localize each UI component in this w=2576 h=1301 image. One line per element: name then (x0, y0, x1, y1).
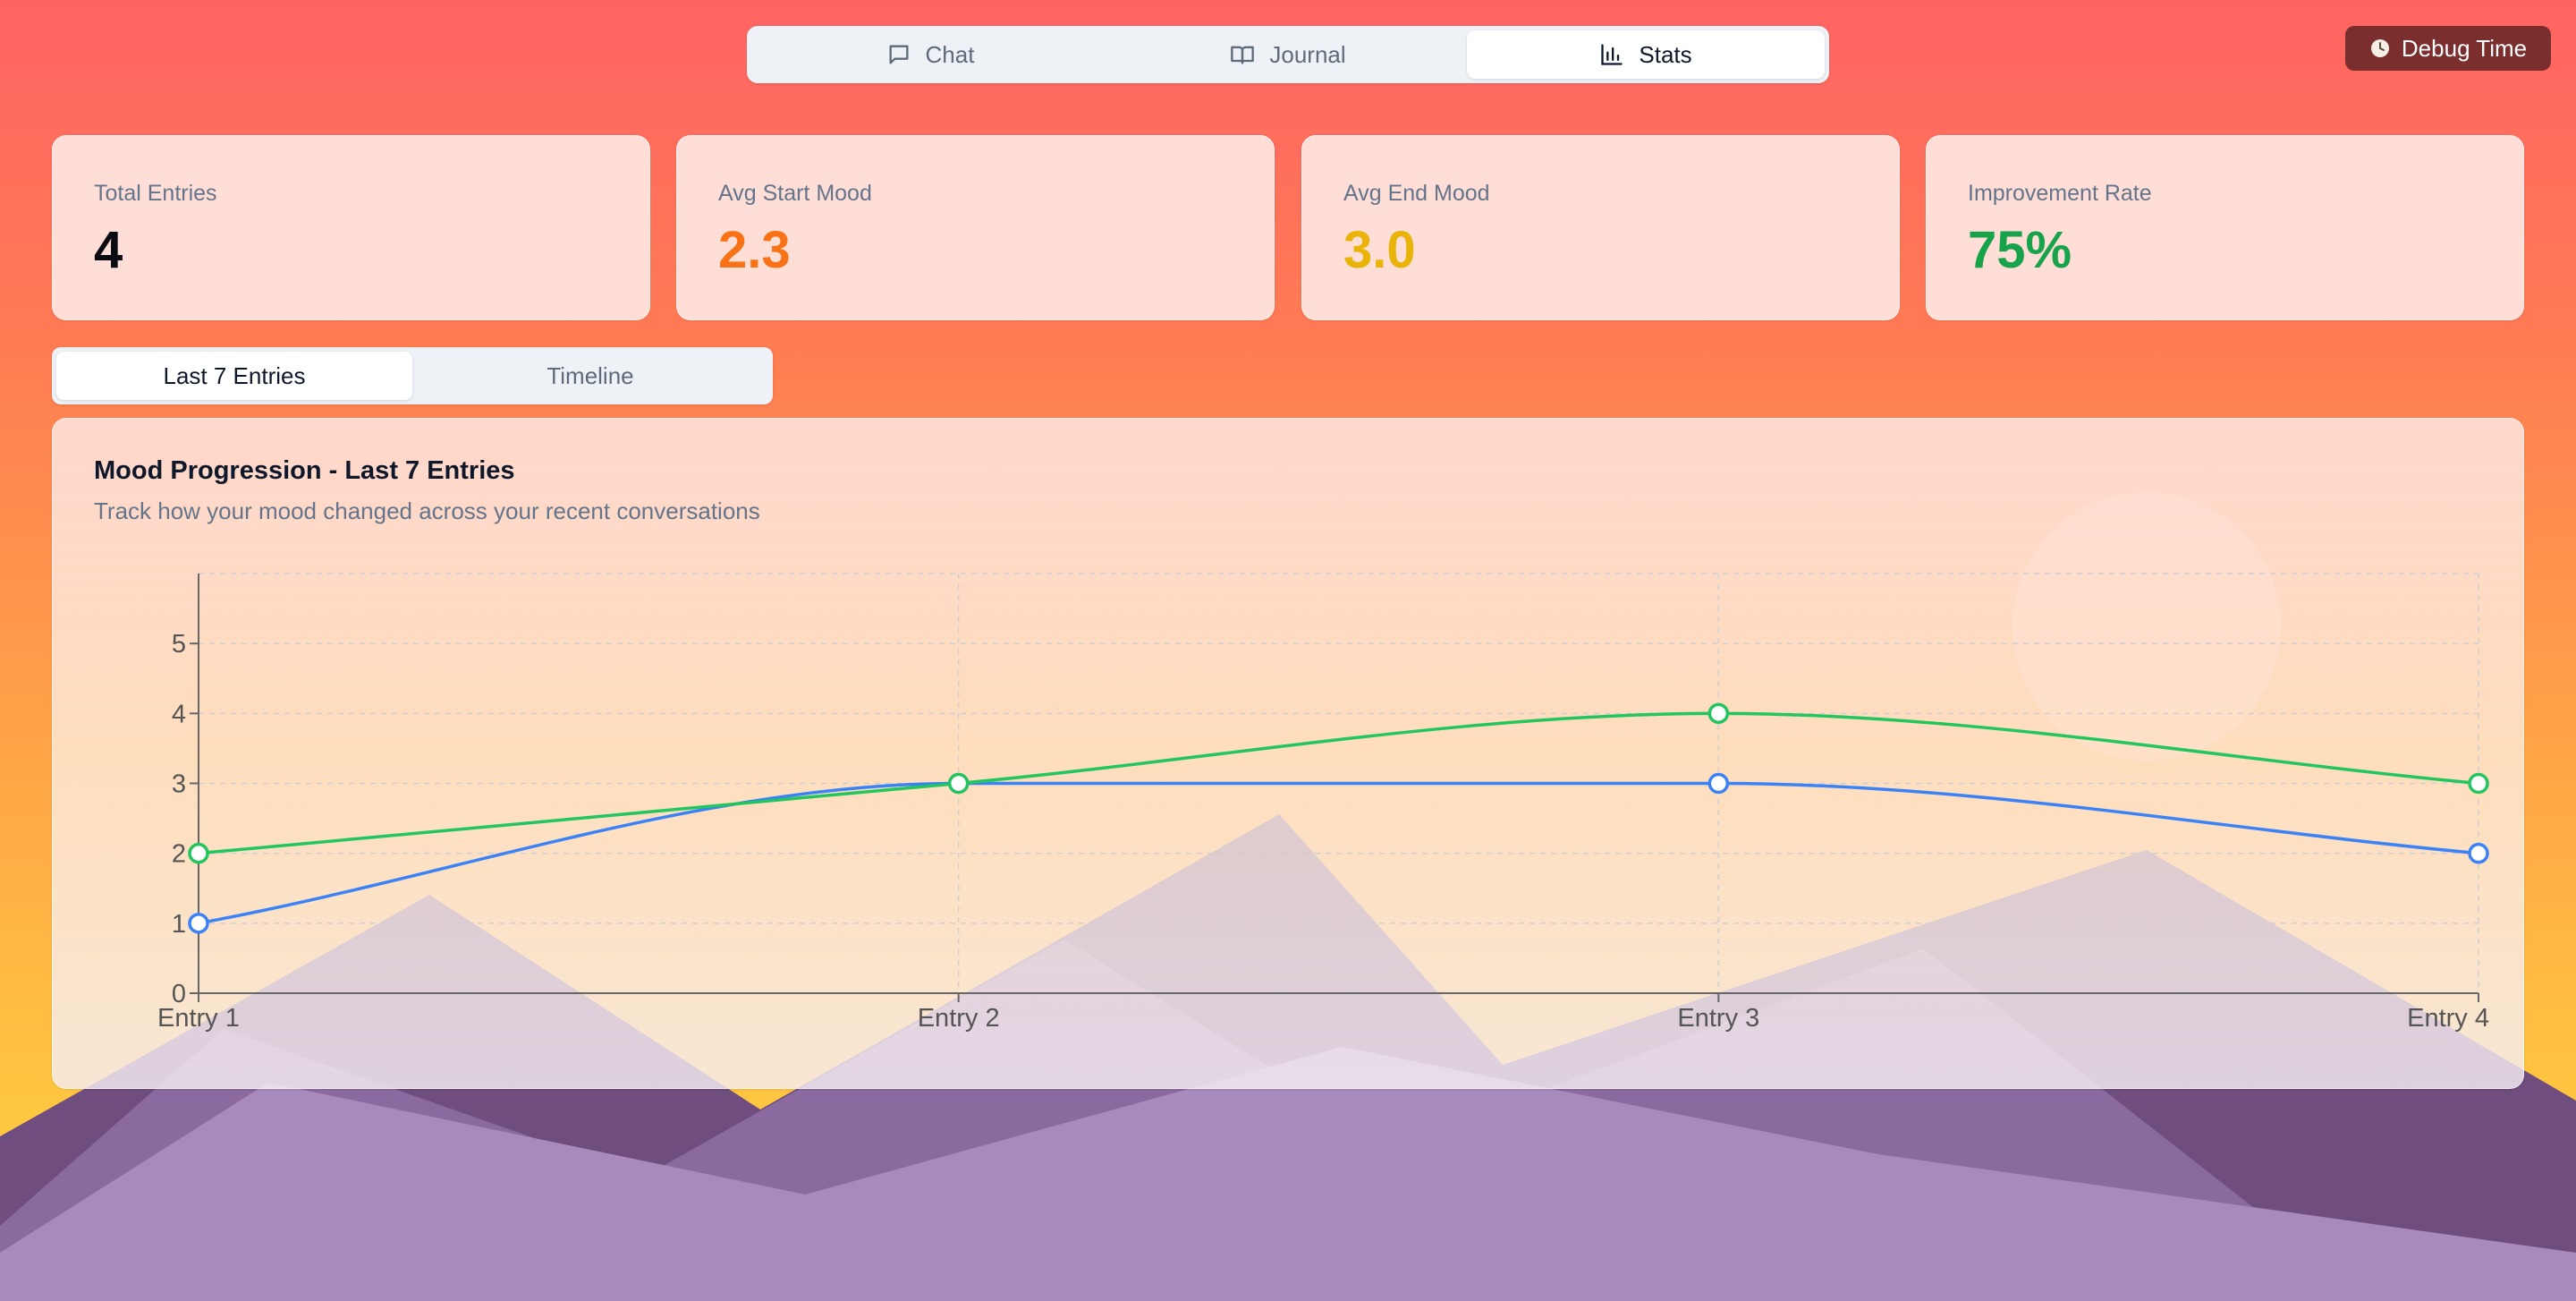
data-point-1-3 (2468, 772, 2489, 795)
data-point-1-2 (1707, 702, 1730, 725)
stat-value: 3.0 (1343, 221, 1416, 279)
tab-stats-label: Stats (1639, 40, 1692, 68)
mood-chart-panel: Mood Progression - Last 7 Entries Track … (52, 418, 2524, 1089)
stat-label: Total Entries (94, 181, 217, 206)
y-tick-label: 5 (172, 630, 186, 659)
debug-time-label: Debug Time (2401, 34, 2528, 62)
data-point-0-2 (1707, 772, 1730, 795)
main-nav: Chat Journal Stats (747, 26, 1829, 83)
tab-journal[interactable]: Journal (1109, 30, 1467, 79)
data-point-0-3 (2468, 842, 2489, 864)
stat-value: 75% (1968, 221, 2072, 279)
mountain-front (0, 1047, 2576, 1301)
stat-card-total-entries: Total Entries 4 (52, 135, 650, 320)
stat-label: Avg Start Mood (718, 181, 872, 206)
stat-card-avg-start-mood: Avg Start Mood 2.3 (676, 135, 1275, 320)
stat-card-avg-end-mood: Avg End Mood 3.0 (1301, 135, 1900, 320)
book-open-icon (1231, 46, 1255, 64)
stat-label: Improvement Rate (1968, 181, 2152, 206)
y-tick-label: 2 (172, 840, 186, 869)
bar-chart-icon (1601, 44, 1623, 65)
stat-card-improvement-rate: Improvement Rate 75% (1926, 135, 2524, 320)
data-point-0-0 (188, 913, 209, 934)
range-tabs: Last 7 Entries Timeline (52, 347, 773, 404)
x-tick-label: Entry 4 (2407, 1004, 2489, 1033)
stat-value: 2.3 (718, 221, 791, 279)
clock-icon (2370, 39, 2389, 57)
y-tick-label: 0 (172, 980, 186, 1008)
x-tick-label: Entry 3 (1677, 1004, 1759, 1033)
tab-chat-label: Chat (925, 40, 975, 68)
mood-line-chart: 0 1 2 3 4 5 Entry 1 Entry 2 Entry 3 Entry 4 (157, 573, 2489, 1033)
y-tick-label: 1 (172, 910, 186, 939)
tab-chat[interactable]: Chat (751, 30, 1109, 79)
tab-journal-label: Journal (1269, 40, 1346, 68)
chart-title: Mood Progression - Last 7 Entries (94, 456, 515, 485)
stat-label: Avg End Mood (1343, 181, 1490, 206)
chart-subtitle: Track how your mood changed across your … (94, 497, 760, 524)
data-point-1-0 (188, 842, 209, 864)
chat-bubble-icon (889, 45, 909, 64)
x-tick-label: Entry 2 (918, 1004, 1000, 1033)
data-point-1-1 (947, 772, 970, 795)
x-tick-label: Entry 1 (157, 1004, 240, 1033)
tab-stats[interactable]: Stats (1467, 30, 1825, 79)
series-line-0 (198, 781, 2479, 925)
y-tick-label: 4 (172, 700, 186, 728)
y-tick-label: 3 (172, 770, 186, 799)
tab-timeline[interactable]: Timeline (547, 361, 634, 389)
debug-time-button[interactable]: Debug Time (2345, 26, 2551, 71)
stat-value: 4 (94, 221, 123, 279)
tab-last-7-entries[interactable]: Last 7 Entries (56, 352, 412, 400)
series-line-1 (198, 711, 2479, 855)
